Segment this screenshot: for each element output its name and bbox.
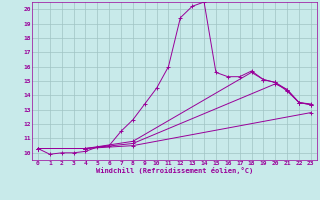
X-axis label: Windchill (Refroidissement éolien,°C): Windchill (Refroidissement éolien,°C): [96, 167, 253, 174]
